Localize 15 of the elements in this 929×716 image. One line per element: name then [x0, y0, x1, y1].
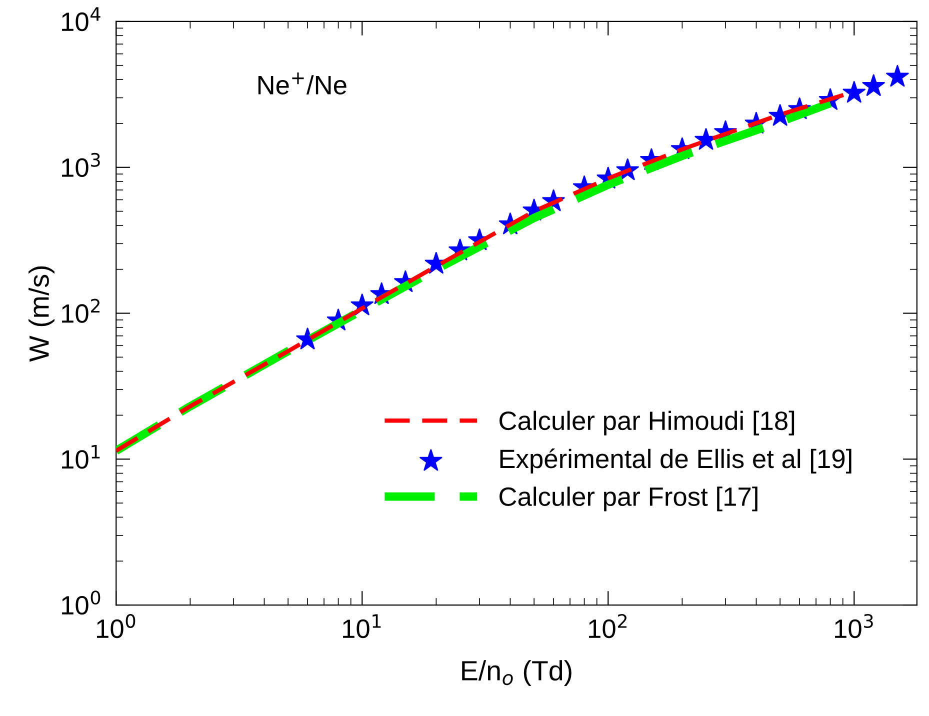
legend-label: Expérimental de Ellis et al [19] — [500, 448, 852, 474]
x-tick-label: 10$^{0}$ — [97, 614, 136, 638]
legend-label: Calculer par Frost [17] — [500, 486, 758, 512]
x-tick-label: 10$^{1}$ — [343, 614, 381, 638]
x-tick-label: 10$^{2}$ — [589, 614, 627, 638]
y-tick-label: 10$^{1}$ — [62, 444, 100, 469]
y-tick-label: 10$^{2}$ — [62, 298, 100, 323]
annotation: Ne$^{+}$/Ne — [258, 72, 346, 94]
x-tick-label: 10$^{3}$ — [835, 614, 873, 638]
y-tick-label: 10$^{0}$ — [62, 590, 100, 615]
y-axis-title: W (m/s) — [28, 266, 54, 362]
y-tick-label: 10$^{4}$ — [62, 7, 100, 32]
legend-label: Calculer par Himoudi [18] — [500, 410, 794, 436]
y-tick-label: 10$^{3}$ — [62, 152, 100, 177]
x-axis-title: E/n$_{o}$ (Td) — [462, 660, 572, 686]
